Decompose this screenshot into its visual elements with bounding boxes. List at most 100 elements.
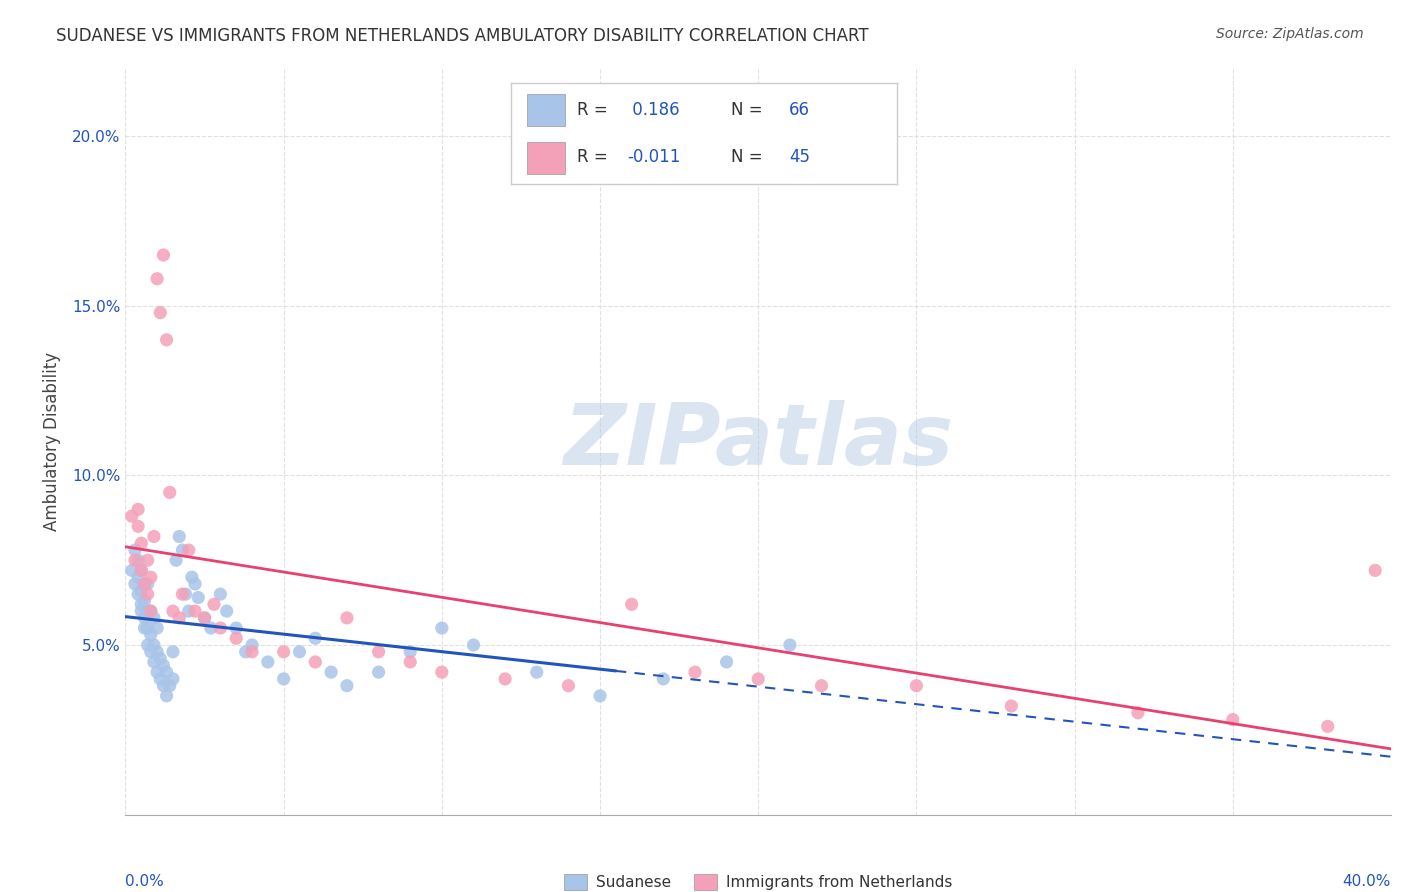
Point — [136, 553, 159, 567]
Point — [124, 577, 146, 591]
Point — [139, 628, 162, 642]
Point — [336, 679, 359, 693]
Point — [162, 604, 184, 618]
Point — [225, 631, 247, 645]
Point — [209, 587, 232, 601]
Point — [134, 577, 156, 591]
Point — [184, 577, 207, 591]
Point — [127, 587, 149, 601]
Point — [149, 651, 172, 665]
Point — [235, 645, 257, 659]
Point — [139, 570, 162, 584]
Point — [177, 543, 200, 558]
Point — [136, 604, 159, 618]
Point — [1364, 563, 1386, 577]
Y-axis label: Ambulatory Disability: Ambulatory Disability — [44, 352, 60, 531]
Point — [134, 621, 156, 635]
Point — [129, 604, 152, 618]
Point — [127, 553, 149, 567]
Point — [620, 597, 643, 611]
Point — [162, 645, 184, 659]
Point — [152, 658, 174, 673]
Point — [139, 645, 162, 659]
Point — [127, 570, 149, 584]
Point — [142, 638, 165, 652]
Point — [494, 672, 516, 686]
Point — [136, 577, 159, 591]
Point — [209, 621, 232, 635]
Text: 0.0%: 0.0% — [125, 874, 165, 889]
Point — [810, 679, 832, 693]
Point — [526, 665, 548, 680]
Point — [180, 570, 202, 584]
Point — [129, 583, 152, 598]
Point — [167, 611, 190, 625]
Point — [129, 597, 152, 611]
Point — [215, 604, 238, 618]
Point — [716, 655, 738, 669]
Point — [193, 611, 215, 625]
Point — [1222, 713, 1244, 727]
Point — [139, 604, 162, 618]
Point — [184, 604, 207, 618]
Point — [146, 272, 169, 286]
Point — [172, 587, 194, 601]
Point — [187, 591, 209, 605]
Point — [139, 604, 162, 618]
Point — [142, 655, 165, 669]
Point — [121, 509, 143, 524]
Point — [162, 672, 184, 686]
Point — [779, 638, 801, 652]
Point — [200, 621, 222, 635]
Point — [165, 553, 187, 567]
Point — [124, 543, 146, 558]
Point — [273, 645, 295, 659]
Point — [321, 665, 343, 680]
Text: ZIPatlas: ZIPatlas — [564, 400, 953, 483]
Point — [146, 621, 169, 635]
Point — [155, 665, 177, 680]
Point — [367, 645, 389, 659]
Point — [152, 248, 174, 262]
Point — [304, 655, 326, 669]
Point — [177, 604, 200, 618]
Point — [159, 679, 181, 693]
Point — [136, 587, 159, 601]
Point — [142, 529, 165, 543]
Point — [273, 672, 295, 686]
Point — [240, 638, 263, 652]
Point — [905, 679, 928, 693]
Point — [127, 519, 149, 533]
Point — [172, 543, 194, 558]
Point — [225, 621, 247, 635]
Point — [149, 672, 172, 686]
Point — [129, 563, 152, 577]
Point — [134, 577, 156, 591]
Point — [747, 672, 769, 686]
Point — [149, 306, 172, 320]
Point — [159, 485, 181, 500]
Point — [142, 611, 165, 625]
Point — [463, 638, 485, 652]
Point — [336, 611, 359, 625]
Point — [1000, 699, 1022, 714]
Point — [167, 529, 190, 543]
Point — [121, 563, 143, 577]
Point — [430, 665, 453, 680]
Point — [367, 665, 389, 680]
Text: Source: ZipAtlas.com: Source: ZipAtlas.com — [1216, 27, 1364, 41]
Point — [134, 594, 156, 608]
Point — [288, 645, 311, 659]
Point — [557, 679, 579, 693]
Point — [652, 672, 675, 686]
Point — [146, 665, 169, 680]
Point — [683, 665, 706, 680]
Point — [124, 553, 146, 567]
Point — [1126, 706, 1149, 720]
Point — [152, 679, 174, 693]
Point — [304, 631, 326, 645]
Point — [134, 611, 156, 625]
Point — [202, 597, 225, 611]
Point — [136, 638, 159, 652]
Point — [174, 587, 197, 601]
